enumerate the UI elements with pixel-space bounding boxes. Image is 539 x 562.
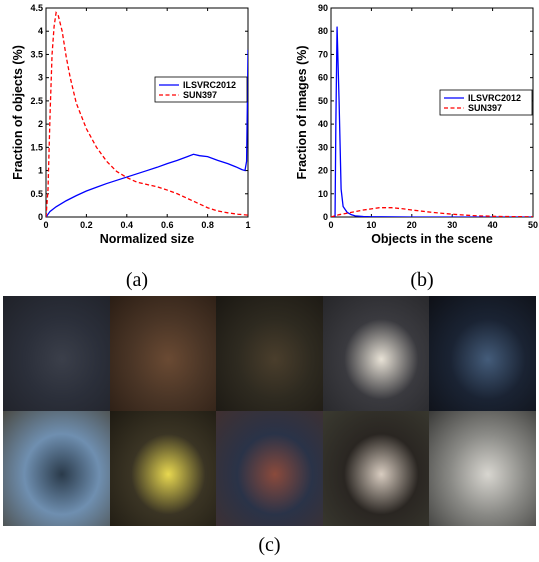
- x-axis-label: Objects in the scene: [371, 232, 493, 246]
- legend-label: SUN397: [183, 90, 217, 100]
- y-axis-label: Fraction of images (%): [295, 45, 309, 179]
- x-tick-label: 10: [366, 220, 376, 230]
- scene-white-shelf-toy: [322, 296, 430, 411]
- y-tick-label: 2.5: [30, 96, 43, 106]
- y-tick-label: 60: [318, 73, 328, 83]
- y-tick-label: 70: [318, 49, 328, 59]
- scene-image-mosaic: [3, 296, 536, 526]
- chart-a: 0 0.2 0.4 0.6 0.8 1 0 0.5 1 1.5 2 2.5 3 3.5 4 4.5 Normal…: [11, 3, 251, 291]
- series-line-sun397: [331, 207, 533, 217]
- y-tick-label: 0: [323, 212, 328, 222]
- x-tick-label: 30: [447, 220, 457, 230]
- scene-brick-building: [216, 411, 323, 526]
- scene-living-room-fireplace: [216, 296, 323, 411]
- y-tick-label: 50: [318, 96, 328, 106]
- y-tick-label: 1: [38, 166, 43, 176]
- y-tick-label: 1.5: [30, 142, 43, 152]
- scene-bathroom-dark: [109, 296, 217, 411]
- legend-label: ILSVRC2012: [183, 80, 236, 90]
- y-tick-label: 4.5: [30, 3, 43, 13]
- y-tick-label: 20: [318, 166, 328, 176]
- legend-box: [154, 76, 248, 103]
- charts-canvas: 0 0.2 0.4 0.6 0.8 100.511.522.533.544.5Normal…: [11, 3, 538, 291]
- legend-label: SUN397: [468, 103, 502, 113]
- y-tick-label: 40: [318, 119, 328, 129]
- x-axis-label: Normalized size: [100, 232, 195, 246]
- scene-floral-bed: [322, 411, 430, 526]
- scene-white-building: [429, 411, 536, 526]
- y-tick-label: 0: [38, 212, 43, 222]
- y-tick-label: 0.5: [30, 189, 43, 199]
- y-tick-label: 3.5: [30, 49, 43, 59]
- x-tick-label: 50: [528, 220, 538, 230]
- legend-box: [439, 89, 533, 116]
- x-tick-label: 0.8: [201, 220, 214, 230]
- x-tick-label: 0: [328, 220, 333, 230]
- x-tick-label: 1: [245, 220, 250, 230]
- y-axis-label: Fraction of objects (%): [11, 45, 25, 180]
- series-line-sun397: [46, 11, 248, 217]
- y-tick-label: 90: [318, 3, 328, 13]
- plot-frame: [45, 7, 249, 218]
- y-tick-label: 3: [38, 73, 43, 83]
- scene-shelves-dolls: [3, 296, 110, 411]
- x-tick-label: 0.2: [80, 220, 93, 230]
- y-tick-label: 30: [318, 142, 328, 152]
- x-tick-label: 0: [43, 220, 48, 230]
- chart-b: 0 10 20 30 40 50 0 10 20 30 40 50 60 70 80 90 Objects in…: [295, 3, 538, 291]
- panel-caption: (a): [126, 269, 148, 291]
- series-line-ilsvrc2012: [46, 49, 248, 217]
- panel-caption: (b): [410, 269, 433, 291]
- scene-beach-dusk: [429, 296, 536, 411]
- x-tick-label: 20: [407, 220, 417, 230]
- y-tick-label: 4: [38, 26, 43, 36]
- legend-label: ILSVRC2012: [468, 93, 521, 103]
- scene-beach-sea: [3, 411, 110, 526]
- x-tick-label: 0.6: [161, 220, 174, 230]
- x-tick-label: 0.4: [121, 220, 134, 230]
- scene-yellow-bed: [109, 411, 217, 526]
- y-tick-label: 80: [318, 26, 328, 36]
- y-tick-label: 2: [38, 119, 43, 129]
- y-tick-label: 10: [318, 189, 328, 199]
- series-line-ilsvrc2012: [334, 26, 533, 217]
- x-tick-label: 40: [488, 220, 498, 230]
- mosaic-caption: (c): [258, 534, 281, 556]
